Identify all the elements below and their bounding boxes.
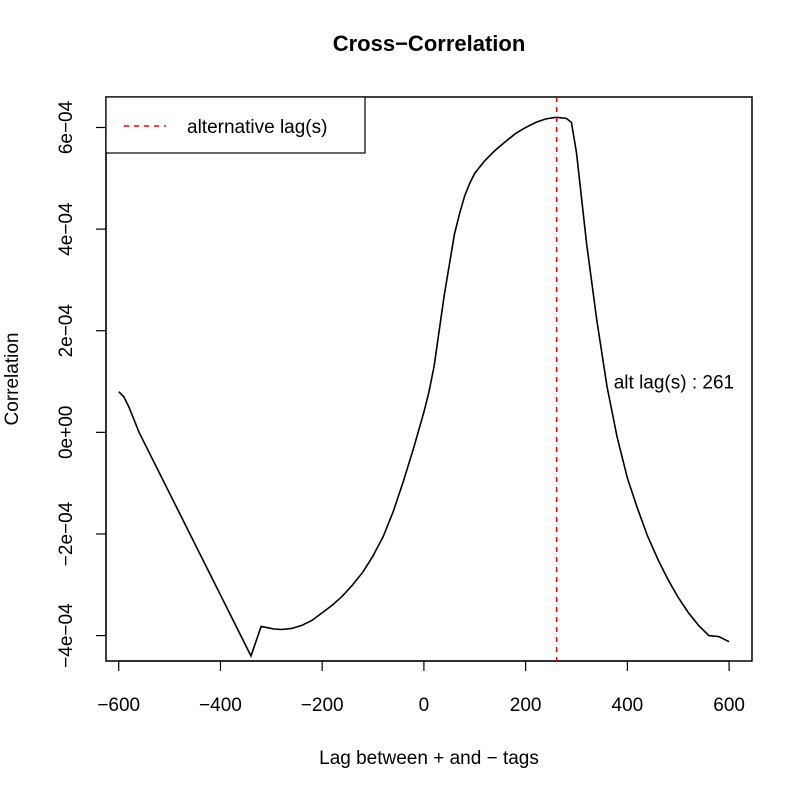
legend-box xyxy=(105,96,366,154)
y-tick-label-2: 0e+00 xyxy=(56,406,77,459)
annotation-layer: alt lag(s) : 261 xyxy=(614,373,734,394)
y-tick-label-1: −2e−04 xyxy=(56,501,77,566)
x-tick-label-3: 0 xyxy=(419,695,430,716)
annotation-0: alt lag(s) : 261 xyxy=(614,373,734,394)
x-axis-label: Lag between + and − tags xyxy=(319,748,539,769)
x-tick-label-0: −600 xyxy=(97,695,140,716)
y-tick-label-3: 2e−04 xyxy=(56,304,77,358)
series-layer xyxy=(118,116,730,658)
chart-title: Cross−Correlation xyxy=(333,31,526,56)
x-tick-label-2: −200 xyxy=(301,695,344,716)
y-axis-label: Correlation xyxy=(2,333,23,426)
y-tick-label-0: −4e−04 xyxy=(56,603,77,668)
y-tick-label-4: 4e−04 xyxy=(56,202,77,256)
x-tick-label-1: −400 xyxy=(199,695,242,716)
y-tick-label-5: 6e−04 xyxy=(56,100,77,154)
correlation-line xyxy=(118,116,730,658)
x-tick-label-5: 400 xyxy=(612,695,644,716)
legend-label-alternative-lag: alternative lag(s) xyxy=(187,117,327,138)
x-axis: −600 −400 −200 0 200 400 600 xyxy=(97,660,745,716)
x-tick-label-6: 600 xyxy=(713,695,745,716)
y-axis: −4e−04 −2e−04 0e+00 2e−04 4e−04 6e−04 xyxy=(56,100,107,668)
x-tick-label-4: 200 xyxy=(510,695,542,716)
legend: alternative lag(s) xyxy=(105,96,366,154)
